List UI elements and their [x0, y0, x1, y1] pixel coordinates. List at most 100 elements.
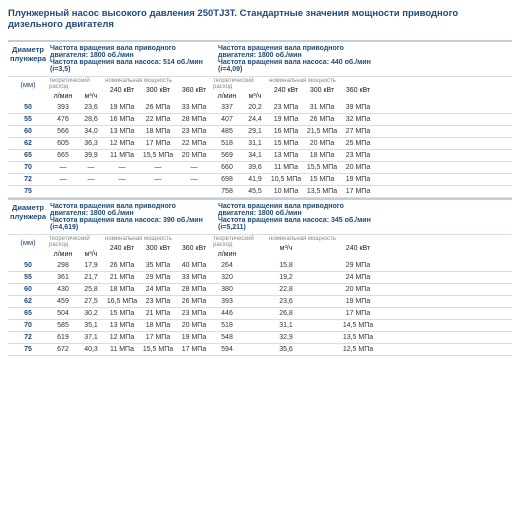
cell: 62: [8, 138, 48, 149]
cell: 21 МПа: [104, 272, 140, 283]
cell: 11 МПа: [104, 150, 140, 161]
cell: 594: [212, 344, 242, 355]
cell: 19 МПа: [104, 102, 140, 113]
cell: —: [104, 162, 140, 173]
cell: 12 МПа: [104, 332, 140, 343]
cell: 30,2: [78, 308, 104, 319]
cell: —: [140, 162, 176, 173]
cell: 19 МПа: [340, 296, 376, 307]
cell: 15,8: [268, 260, 304, 271]
cell: 21,5 МПа: [304, 126, 340, 137]
cell: 18 МПа: [140, 320, 176, 331]
cell: 548: [212, 332, 242, 343]
cell: 605: [48, 138, 78, 149]
page-title: Плунжерный насос высокого давления 250TJ…: [8, 8, 512, 30]
cell: 407: [212, 114, 242, 125]
cell: 660: [212, 162, 242, 173]
cell: 41,9: [242, 174, 268, 185]
cell: 476: [48, 114, 78, 125]
table-row: 7261937,112 МПа17 МПа19 МПа54832,913,5 М…: [8, 332, 512, 344]
cell: [242, 344, 268, 355]
table-row: 7058535,113 МПа18 МПа20 МПа51831,114,5 М…: [8, 320, 512, 332]
cell: [242, 260, 268, 271]
cell: 31,1: [268, 320, 304, 331]
cell: 23 МПа: [176, 126, 212, 137]
cell: 585: [48, 320, 78, 331]
cell: 50: [8, 260, 48, 271]
block-header-3: Частота вращения вала приводного двигате…: [48, 200, 216, 234]
cell: 18 МПа: [140, 126, 176, 137]
table-row: 7575845,510 МПа13,5 МПа17 МПа: [8, 186, 512, 198]
cell: 17 МПа: [340, 186, 376, 197]
cell: 39,6: [242, 162, 268, 173]
cell: 758: [212, 186, 242, 197]
block-header-4: Частота вращения вала приводного двигате…: [216, 200, 384, 234]
cell: 16 МПа: [104, 114, 140, 125]
cell: 665: [48, 150, 78, 161]
cell: 17 МПа: [340, 308, 376, 319]
cell: [242, 296, 268, 307]
cell: [304, 260, 340, 271]
cell: [242, 308, 268, 319]
cell: 50: [8, 102, 48, 113]
cell: 430: [48, 284, 78, 295]
cell: 29 МПа: [140, 272, 176, 283]
cell: 26 МПа: [176, 296, 212, 307]
cell: 26 МПа: [304, 114, 340, 125]
col-lmin: л/мин: [48, 91, 78, 102]
cell: 27 МПа: [340, 126, 376, 137]
cell: 459: [48, 296, 78, 307]
cell: 12 МПа: [104, 138, 140, 149]
cell: 446: [212, 308, 242, 319]
cell: —: [104, 174, 140, 185]
cell: 17 МПа: [140, 138, 176, 149]
table-row: 6056634,013 МПа18 МПа23 МПа48529,116 МПа…: [8, 126, 512, 138]
table-row: 6566539,911 МПа15,5 МПа20 МПа56934,113 М…: [8, 150, 512, 162]
cell: 65: [8, 150, 48, 161]
cell: 10,5 МПа: [268, 174, 304, 185]
block-header-1: Частота вращения вала приводного двигате…: [48, 42, 216, 76]
cell: 13 МПа: [268, 150, 304, 161]
cell: 11 МПа: [268, 162, 304, 173]
cell: 15 МПа: [304, 174, 340, 185]
cell: 16 МПа: [268, 126, 304, 137]
cell: 22 МПа: [140, 114, 176, 125]
cell: 23,6: [78, 102, 104, 113]
cell: 518: [212, 320, 242, 331]
cell: 393: [48, 102, 78, 113]
table-row: 70—————66039,611 МПа15,5 МПа20 МПа: [8, 162, 512, 174]
cell: 31,1: [242, 138, 268, 149]
cell: [304, 332, 340, 343]
cell: 20 МПа: [176, 320, 212, 331]
cell: [104, 186, 140, 197]
unit-label: (мм): [8, 77, 48, 102]
cell: 14,5 МПа: [340, 320, 376, 331]
cell: [304, 308, 340, 319]
cell: 672: [48, 344, 78, 355]
cell: 15 МПа: [268, 138, 304, 149]
cell: 380: [212, 284, 242, 295]
cell: 12,5 МПа: [340, 344, 376, 355]
cell: 13 МПа: [104, 126, 140, 137]
cell: —: [48, 174, 78, 185]
cell: 11 МПа: [104, 344, 140, 355]
cell: 28 МПа: [176, 284, 212, 295]
cell: 24 МПа: [340, 272, 376, 283]
cell: 35 МПа: [140, 260, 176, 271]
table-row: 7567240,311 МПа15,5 МПа17 МПа59435,612,5…: [8, 344, 512, 356]
cell: 17,9: [78, 260, 104, 271]
cell: 518: [212, 138, 242, 149]
cell: 17 МПа: [140, 332, 176, 343]
cell: 20,2: [242, 102, 268, 113]
cell: 65: [8, 308, 48, 319]
table-row: 6245927,516,5 МПа23 МПа26 МПа39323,619 М…: [8, 296, 512, 308]
cell: 361: [48, 272, 78, 283]
table-row: 5029817,926 МПа35 МПа40 МПа26415,829 МПа: [8, 260, 512, 272]
cell: 28,6: [78, 114, 104, 125]
cell: 28 МПа: [176, 114, 212, 125]
cell: 24,4: [242, 114, 268, 125]
cell: —: [48, 162, 78, 173]
cell: 485: [212, 126, 242, 137]
cell: 23 МПа: [140, 296, 176, 307]
cell: 16,5 МПа: [104, 296, 140, 307]
